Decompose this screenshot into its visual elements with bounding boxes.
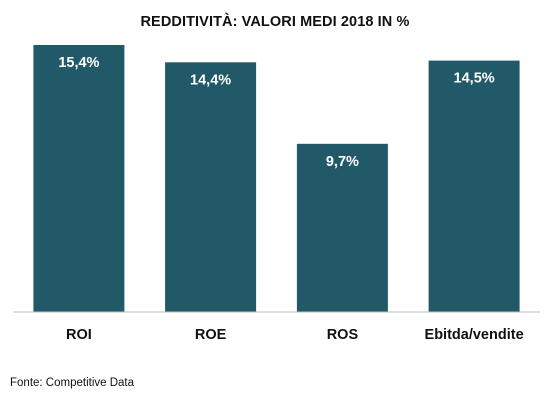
bar-roi [33,45,125,312]
category-label-ros: ROS [327,327,359,343]
bar-ebitda-vendite [428,60,520,312]
bar-roe [165,62,257,312]
chart-title: REDDITIVITÀ: VALORI MEDI 2018 IN % [140,14,410,30]
data-label-ros: 9,7% [326,154,359,170]
bar-ros [296,143,388,312]
data-label-roe: 14,4% [190,72,231,88]
bars-layer [33,45,520,312]
labels-layer: 15,4% ROI 14,4% ROE 9,7% ROS 14,5% Ebitda/vendi… [58,55,523,343]
category-label-ebitda-vendite: Ebitda/vendite [425,327,524,343]
data-label-ebitda-vendite: 14,5% [454,71,495,87]
source-note: Fonte: Competitive Data [10,377,135,389]
category-label-roi: ROI [66,327,92,343]
category-label-roe: ROE [195,327,227,343]
data-label-roi: 15,4% [58,55,99,71]
